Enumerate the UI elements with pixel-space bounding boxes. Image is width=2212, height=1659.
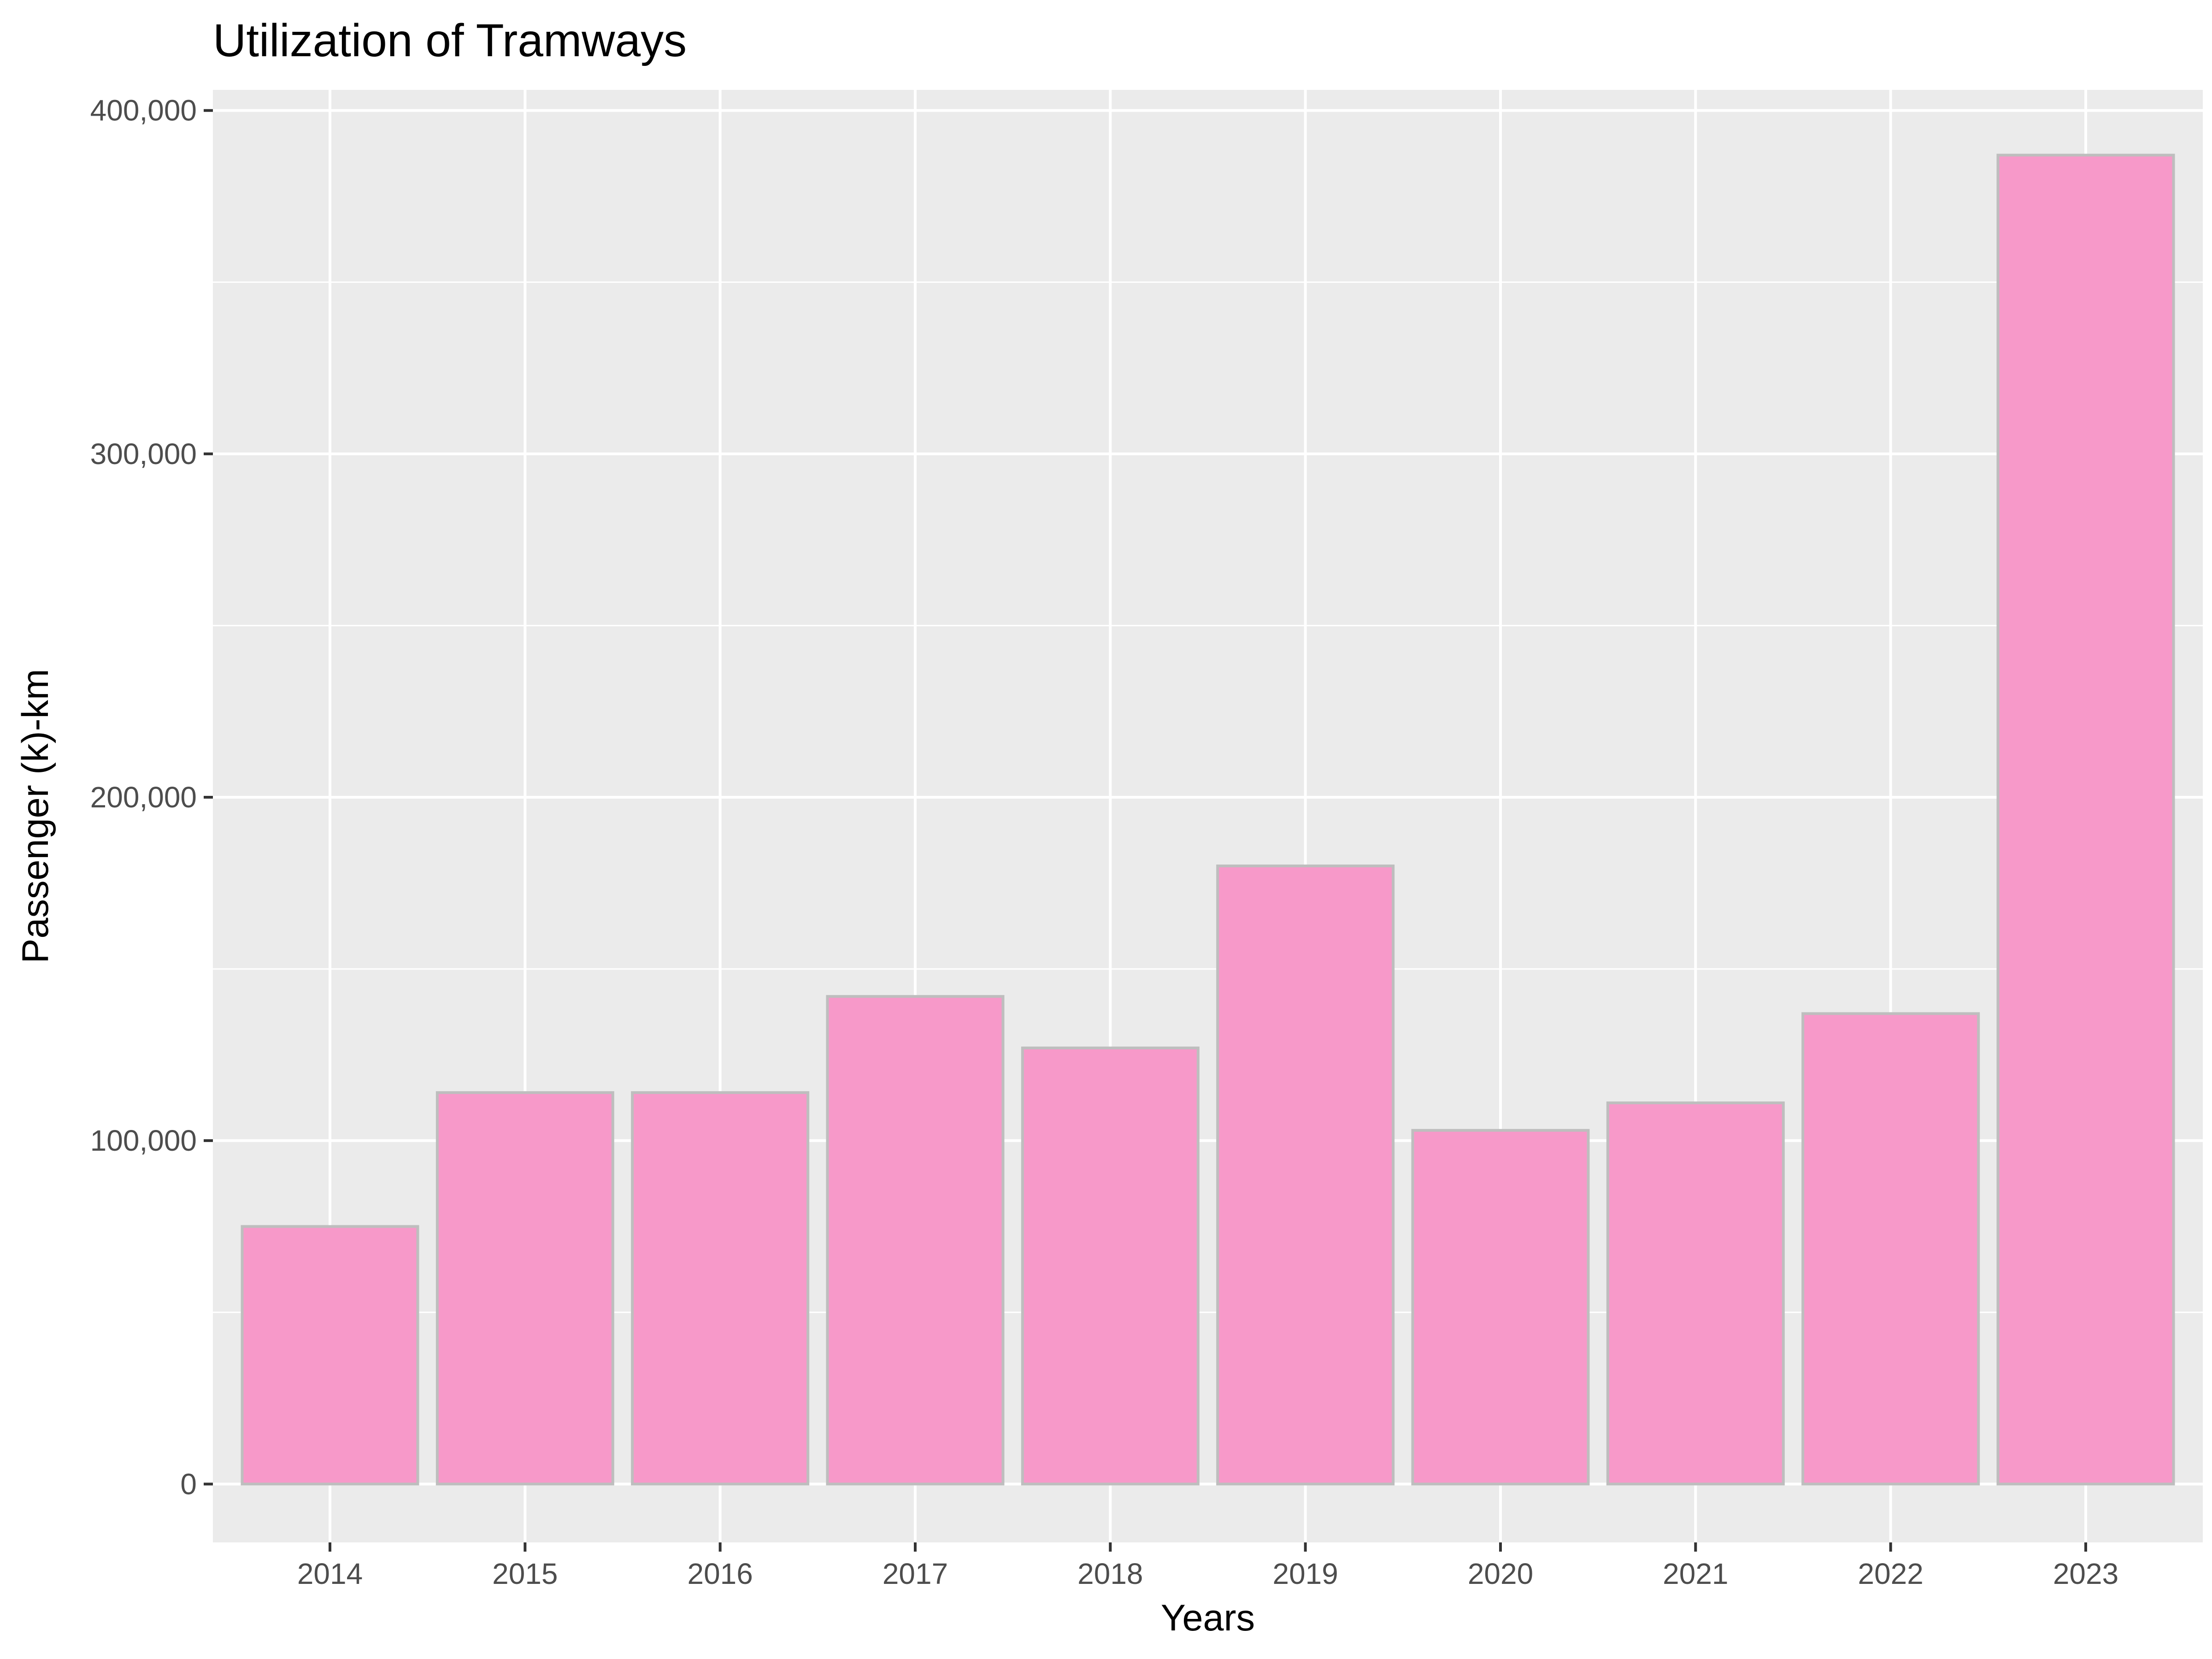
x-tick-label: 2016 — [687, 1557, 753, 1590]
bar-2021 — [1606, 1101, 1785, 1486]
y-tick-label: 100,000 — [90, 1124, 197, 1157]
x-tick-label: 2015 — [492, 1557, 558, 1590]
bar-2016 — [631, 1091, 810, 1486]
y-axis: 0 100,000 200,000 300,000 400,000 — [90, 94, 213, 1500]
bar-2023 — [1996, 153, 2175, 1486]
x-axis: 2014 2015 2016 2017 2018 2019 2020 2021 2022 2023 — [297, 1542, 2118, 1590]
bars — [241, 153, 2175, 1486]
x-tick-label: 2014 — [297, 1557, 363, 1590]
x-tick-label: 2023 — [2053, 1557, 2118, 1590]
x-tick-label: 2021 — [1663, 1557, 1728, 1590]
y-tick-label: 0 — [180, 1467, 197, 1500]
bar-2014 — [241, 1225, 419, 1486]
x-axis-title: Years — [1161, 1597, 1255, 1639]
y-tick-label: 300,000 — [90, 437, 197, 471]
x-tick-label: 2019 — [1272, 1557, 1338, 1590]
x-tick-label: 2017 — [882, 1557, 948, 1590]
x-tick-label: 2020 — [1468, 1557, 1533, 1590]
bar-2018 — [1021, 1046, 1200, 1486]
bar-2017 — [826, 995, 1005, 1486]
y-axis-title: Passenger (k)-km — [15, 669, 56, 963]
bar-2020 — [1411, 1129, 1590, 1486]
chart-title: Utilization of Tramways — [213, 15, 687, 66]
y-tick-label: 200,000 — [90, 781, 197, 814]
x-tick-label: 2018 — [1077, 1557, 1143, 1590]
x-tick-label: 2022 — [1858, 1557, 1923, 1590]
y-tick-label: 400,000 — [90, 94, 197, 127]
bar-2022 — [1801, 1012, 1980, 1486]
bar-2015 — [435, 1091, 614, 1486]
bar-2019 — [1216, 865, 1395, 1486]
